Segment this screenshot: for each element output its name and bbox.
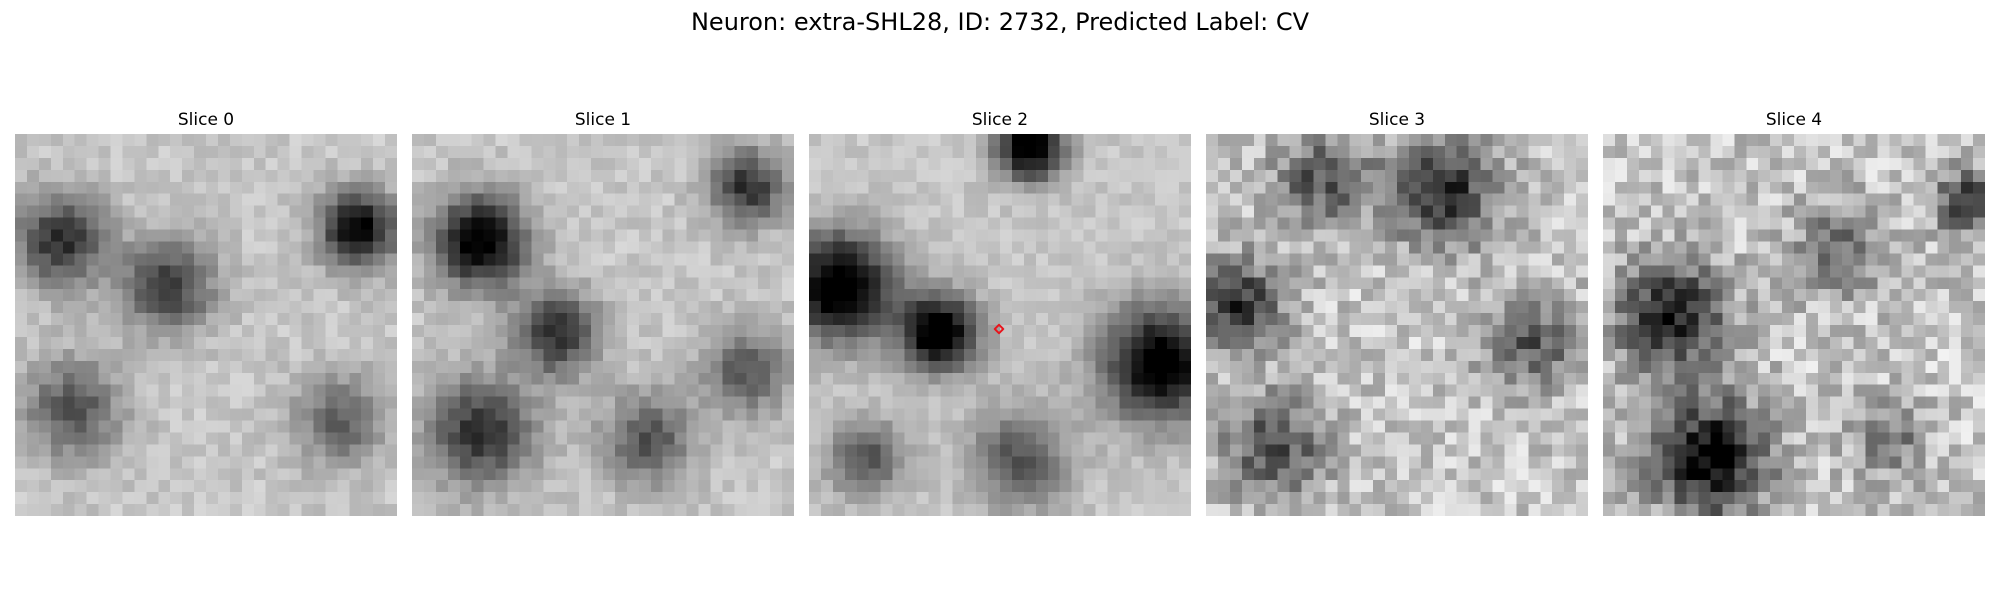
- slice-title: Slice 2: [809, 110, 1191, 130]
- slice-title: Slice 3: [1206, 110, 1588, 130]
- slice-panel-1: Slice 1: [412, 110, 794, 516]
- slice-image: [1603, 134, 1985, 516]
- figure-title: Neuron: extra-SHL28, ID: 2732, Predicted…: [0, 7, 2000, 37]
- slice-panel-4: Slice 4: [1603, 110, 1985, 516]
- slice-panel-2: Slice 2: [809, 110, 1191, 516]
- slice-image: [1206, 134, 1588, 516]
- slice-image: [15, 134, 397, 516]
- slice-title: Slice 4: [1603, 110, 1985, 130]
- slice-image: [412, 134, 794, 516]
- slice-panel-3: Slice 3: [1206, 110, 1588, 516]
- slice-title: Slice 1: [412, 110, 794, 130]
- slice-panel-0: Slice 0: [15, 110, 397, 516]
- slice-title: Slice 0: [15, 110, 397, 130]
